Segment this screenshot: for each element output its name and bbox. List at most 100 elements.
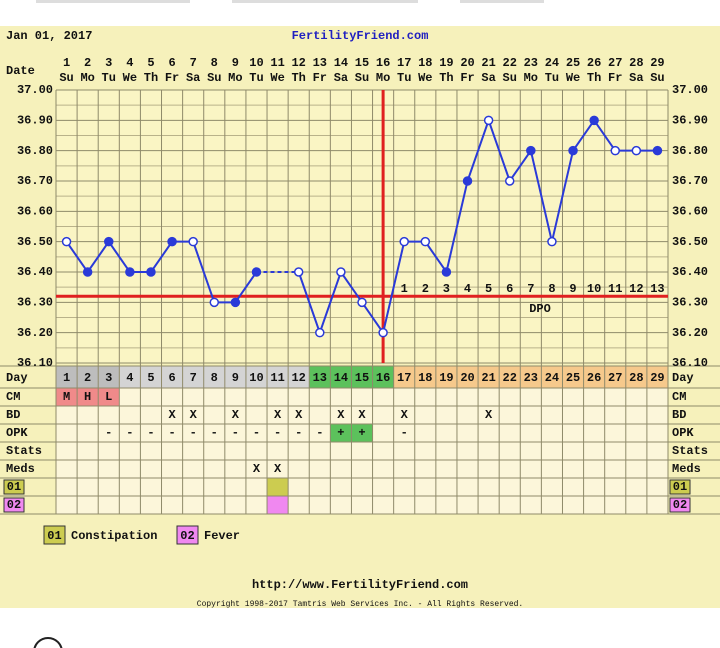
y-tick-label: 36.50 xyxy=(17,235,53,249)
day-number: 2 xyxy=(84,56,91,70)
y-tick-label: 37.00 xyxy=(17,83,53,97)
y-tick-label: 36.20 xyxy=(17,326,53,340)
y-tick-label: 36.40 xyxy=(17,265,53,279)
row-cell: - xyxy=(105,426,112,440)
day-number: 6 xyxy=(168,56,175,70)
day-cell: 14 xyxy=(334,371,348,385)
row-label: Stats xyxy=(672,444,708,458)
day-number: 16 xyxy=(376,56,390,70)
day-cell: 15 xyxy=(355,371,369,385)
weekday: Mo xyxy=(228,71,242,85)
note-code: 02 xyxy=(7,498,21,512)
day-cell: 25 xyxy=(566,371,580,385)
day-number: 12 xyxy=(291,56,305,70)
footer-url: http://www.FertilityFriend.com xyxy=(252,578,468,592)
table-area xyxy=(56,388,668,514)
weekday: Fr xyxy=(165,71,179,85)
chart-date: Jan 01, 2017 xyxy=(6,29,92,43)
y-tick-label: 36.60 xyxy=(17,205,53,219)
day-number: 23 xyxy=(524,56,538,70)
day-cell: 11 xyxy=(270,371,284,385)
day-cell: 5 xyxy=(147,371,154,385)
temperature-point xyxy=(125,267,135,277)
highlight-cell xyxy=(98,388,120,406)
highlight-cell xyxy=(351,424,373,442)
row-cell: + xyxy=(337,426,344,440)
day-number: 20 xyxy=(460,56,474,70)
day-row-label: Day xyxy=(672,371,694,385)
temperature-point xyxy=(526,145,536,156)
note-cell xyxy=(267,496,289,514)
row-cell: X xyxy=(401,408,409,422)
row-label: CM xyxy=(6,390,20,404)
row-cell: X xyxy=(168,408,176,422)
day-number: 9 xyxy=(232,56,239,70)
weekday: Su xyxy=(207,71,221,85)
legend-box xyxy=(43,525,66,545)
dpo-number: 3 xyxy=(443,282,450,296)
temperature-point xyxy=(82,267,93,277)
dpo-number: 1 xyxy=(401,282,408,296)
row-label: Meds xyxy=(6,462,35,476)
day-number: 15 xyxy=(355,56,369,70)
temperature-point xyxy=(146,267,156,277)
weekday: We xyxy=(418,71,432,85)
day-number: 28 xyxy=(629,56,643,70)
temperature-point xyxy=(631,145,642,156)
row-cell: X xyxy=(337,408,345,422)
day-number: 18 xyxy=(418,56,432,70)
temperature-point xyxy=(547,236,557,247)
day-cell: 28 xyxy=(629,371,643,385)
y2-tick-label: 36.90 xyxy=(672,114,708,128)
dpo-number: 9 xyxy=(569,282,576,296)
dpo-number: 2 xyxy=(422,282,429,296)
day-cell: 12 xyxy=(291,371,305,385)
weekday: Tu xyxy=(102,71,116,85)
weekday: Tu xyxy=(249,71,263,85)
row-label: BD xyxy=(672,408,686,422)
day-number: 25 xyxy=(566,56,580,70)
row-cell: - xyxy=(168,426,175,440)
temperature-point xyxy=(61,236,72,247)
dpo-number: 5 xyxy=(485,282,492,296)
row-cell: - xyxy=(190,426,197,440)
phase-cell xyxy=(393,366,668,388)
row-cell: - xyxy=(253,426,260,440)
weekday: Mo xyxy=(80,71,94,85)
weekday: We xyxy=(270,71,284,85)
day-cell: 27 xyxy=(608,371,622,385)
y2-tick-label: 36.70 xyxy=(672,174,708,188)
temperature-point xyxy=(209,297,220,308)
note-code-box xyxy=(669,497,691,513)
date-label: Date xyxy=(6,64,35,78)
note-code-box xyxy=(3,497,25,513)
y-tick-label: 36.70 xyxy=(17,174,53,188)
weekday: We xyxy=(123,71,137,85)
temperature-point xyxy=(441,267,452,277)
top-strip xyxy=(460,0,544,3)
weekday: Th xyxy=(144,71,158,85)
note-code: 02 xyxy=(673,498,687,512)
temperature-point xyxy=(357,297,367,308)
weekday: Sa xyxy=(186,71,200,85)
weekday: We xyxy=(566,71,580,85)
y2-tick-label: 36.40 xyxy=(672,265,708,279)
dpo-number: 4 xyxy=(464,282,471,296)
bottom-icon xyxy=(33,637,63,648)
row-label: BD xyxy=(6,408,20,422)
temperature-point xyxy=(399,236,409,247)
day-cell: 23 xyxy=(524,371,538,385)
day-number: 14 xyxy=(334,56,348,70)
weekday: Su xyxy=(503,71,517,85)
note-cell xyxy=(267,478,289,496)
day-cell: 2 xyxy=(84,371,91,385)
note-code-box xyxy=(669,479,691,495)
highlight-cell xyxy=(77,388,99,406)
day-cell: 16 xyxy=(376,371,390,385)
day-number: 29 xyxy=(650,56,664,70)
day-number: 11 xyxy=(270,56,284,70)
y2-tick-label: 36.80 xyxy=(672,144,708,158)
weekday: Tu xyxy=(397,71,411,85)
temperature-point xyxy=(483,115,494,126)
day-number: 22 xyxy=(503,56,517,70)
